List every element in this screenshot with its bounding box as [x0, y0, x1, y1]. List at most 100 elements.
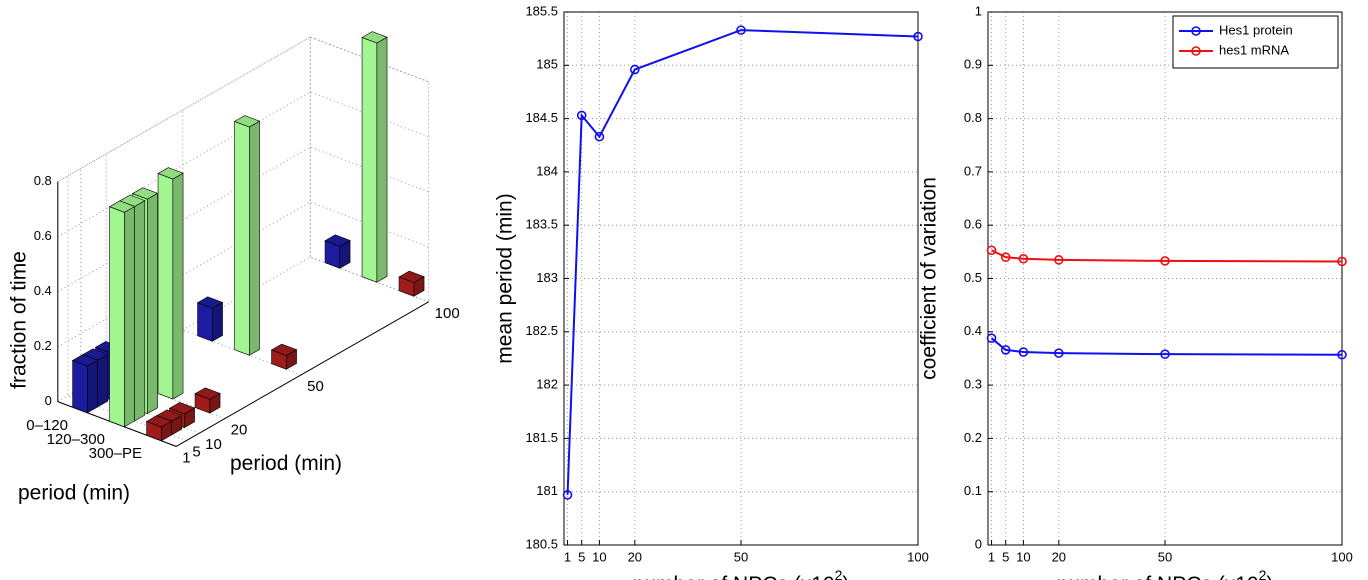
data-line	[566, 29, 919, 495]
bar	[196, 296, 224, 342]
bar-front	[109, 206, 125, 428]
y-tick-label: 184	[536, 163, 558, 178]
x-tick-label: 1	[564, 549, 571, 564]
bar-side	[147, 192, 158, 415]
y-tick-label: 0.5	[964, 270, 982, 285]
x-tick-label: 1	[988, 549, 995, 564]
axis-label-end: )	[1266, 573, 1273, 580]
y-tick-label: 0.8	[964, 110, 982, 125]
y-tick-label: 10	[205, 436, 222, 453]
axis-label-text: number of NPCs (x10	[1057, 573, 1259, 580]
z-tick-label: 0.8	[34, 173, 52, 188]
bar-side	[134, 200, 146, 422]
bar-side	[87, 359, 98, 414]
y-tick-label: 185	[536, 57, 558, 72]
y-tick-label: 0.6	[964, 217, 982, 232]
y-tick-label: 184.5	[525, 110, 558, 125]
z-tick-label: 0.4	[34, 283, 52, 298]
bar-top	[196, 296, 224, 309]
axis-label: period (min)	[230, 452, 342, 475]
bar	[233, 115, 261, 356]
data-point	[913, 31, 923, 42]
y-tick-label: 182	[536, 377, 558, 392]
y-tick-label: 181	[536, 483, 558, 498]
bar	[145, 415, 173, 442]
y-tick-label: 0.2	[964, 430, 982, 445]
legend-label: hes1 mRNA	[1219, 42, 1289, 57]
data-point	[594, 131, 605, 142]
y-tick-label: 182.5	[525, 323, 558, 338]
x-tick-label: 10	[592, 549, 606, 564]
axis-label: fraction of time	[8, 251, 31, 389]
bar-top	[71, 354, 99, 367]
bar-side	[376, 36, 388, 283]
data-point	[562, 490, 573, 500]
data-point	[1160, 349, 1170, 359]
bar-top	[324, 234, 351, 247]
data-point	[736, 25, 746, 35]
plot-frame	[563, 11, 919, 546]
axis-label: mean period (min)	[494, 193, 517, 363]
data-point	[1337, 256, 1347, 267]
plot-frame	[987, 11, 1343, 546]
bar-front	[234, 120, 250, 356]
bar	[194, 387, 221, 414]
bar-top	[157, 167, 184, 180]
axis-label: period (min)	[18, 482, 130, 505]
legend-marker	[1191, 46, 1201, 56]
y-tick-label: 180.5	[525, 536, 558, 551]
bar-top	[233, 115, 261, 128]
x-tick-label: 120–300	[47, 431, 105, 448]
data-point	[1018, 253, 1029, 264]
data-point	[986, 245, 997, 256]
x-tick-label: 20	[628, 549, 642, 564]
axis-label-text: number of NPCs (x10	[633, 573, 835, 580]
bar-top	[145, 415, 173, 428]
y-tick-label: 100	[435, 305, 460, 322]
axis-label-sup: 2	[835, 567, 843, 580]
bar-top	[131, 187, 159, 200]
x-tick-label: 10	[1016, 549, 1030, 564]
axis-label: number of NPCs (x102)	[1057, 567, 1274, 580]
wall-edge	[57, 36, 311, 258]
bar	[398, 270, 425, 297]
y-tick-label: 20	[231, 422, 248, 439]
data-point	[1054, 348, 1064, 358]
y-tick-label: 181.5	[525, 430, 558, 445]
axis-label: number of NPCs (x102)	[633, 567, 850, 580]
bar-front	[157, 173, 174, 400]
legend-label: Hes1 protein	[1219, 22, 1293, 37]
y-tick-label: 0.4	[964, 323, 982, 338]
data-line	[991, 249, 1343, 263]
y-tick-label: 1	[182, 449, 190, 466]
y-tick-label: 0.7	[964, 163, 982, 178]
data-point	[576, 110, 587, 121]
grid-line	[57, 36, 429, 183]
bar-side	[212, 301, 223, 342]
bar-top	[194, 387, 221, 400]
y-tick-label: 0.9	[964, 57, 982, 72]
bar	[270, 343, 298, 370]
bar-top	[361, 31, 388, 44]
z-tick-label: 0.6	[34, 228, 52, 243]
bar	[71, 354, 99, 414]
bar-top	[270, 343, 298, 356]
bar	[157, 167, 184, 400]
bar-top	[398, 270, 425, 283]
y-tick-label: 1	[975, 3, 982, 18]
axis-label: coefficient of variation	[918, 177, 941, 380]
y-tick-label: 183	[536, 270, 558, 285]
y-tick-label: 50	[307, 378, 324, 395]
bar-side	[249, 120, 260, 356]
y-tick-label: 0.3	[964, 377, 982, 392]
bar-side	[97, 353, 109, 408]
y-tick-label: 5	[192, 444, 200, 461]
bar-front	[197, 302, 213, 342]
z-tick-label: 0.2	[34, 338, 52, 353]
y-tick-label: 0	[975, 536, 982, 551]
x-tick-label: 100	[1331, 549, 1353, 564]
data-point	[629, 64, 640, 75]
data-point	[986, 333, 997, 343]
bar-side	[172, 172, 184, 400]
